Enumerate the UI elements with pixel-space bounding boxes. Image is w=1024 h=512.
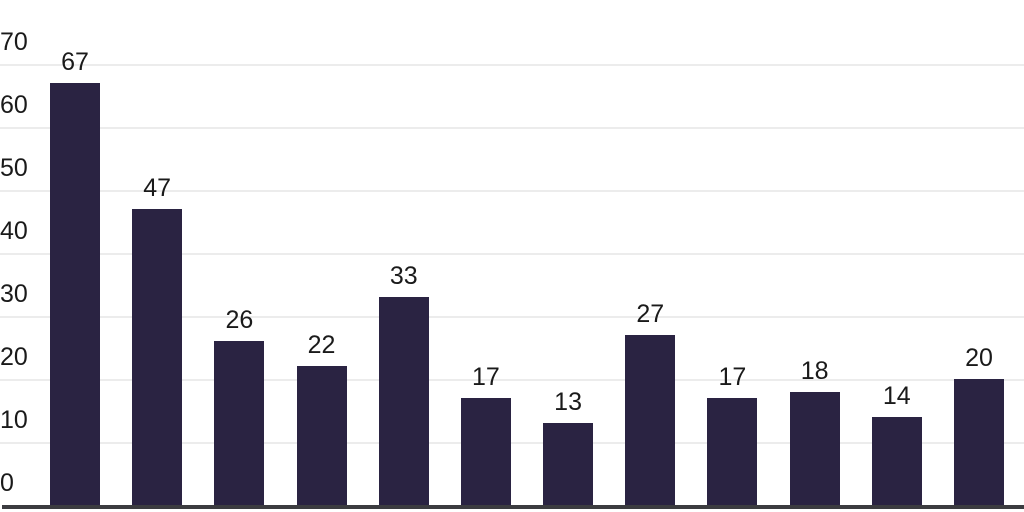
- bar: [707, 397, 758, 505]
- y-axis-tick-label: 0: [0, 469, 14, 497]
- gridline: [0, 64, 1024, 66]
- x-axis-line: [2, 505, 1024, 509]
- bar: [378, 297, 429, 505]
- gridline: [0, 127, 1024, 129]
- gridline: [0, 316, 1024, 318]
- bar-value-label: 67: [61, 47, 89, 76]
- bar: [953, 379, 1004, 505]
- y-axis-tick-label: 30: [0, 280, 28, 308]
- bar: [871, 416, 922, 505]
- bar-value-label: 47: [143, 173, 172, 202]
- y-axis-tick-label: 40: [0, 217, 28, 245]
- y-axis-tick-label: 10: [0, 406, 28, 434]
- bar-value-label: 22: [307, 331, 336, 360]
- bar-value-label: 27: [636, 299, 665, 328]
- bar: [132, 208, 183, 505]
- y-axis-tick-label: 60: [0, 91, 28, 119]
- bar-value-label: 26: [225, 306, 254, 335]
- bar-value-label: 13: [554, 388, 582, 417]
- bar-value-label: 33: [389, 262, 418, 291]
- bar: [296, 366, 347, 505]
- bar-value-label: 17: [471, 362, 500, 391]
- bar: [625, 334, 676, 505]
- bar: [543, 423, 594, 505]
- gridline: [0, 379, 1024, 381]
- gridline: [0, 190, 1024, 192]
- bar: [214, 341, 265, 505]
- gridline: [0, 442, 1024, 444]
- y-axis-tick-label: 50: [0, 154, 28, 182]
- bar-value-label: 18: [800, 356, 829, 385]
- bar-value-label: 14: [882, 381, 911, 410]
- bar-value-label: 20: [965, 344, 993, 372]
- bar: [460, 397, 511, 505]
- gridline: [0, 253, 1024, 255]
- bar: [50, 82, 100, 505]
- bar: [789, 391, 840, 505]
- y-axis-tick-label: 20: [0, 343, 28, 371]
- y-axis-tick-label: 70: [0, 28, 28, 56]
- bar-value-label: 17: [718, 362, 747, 391]
